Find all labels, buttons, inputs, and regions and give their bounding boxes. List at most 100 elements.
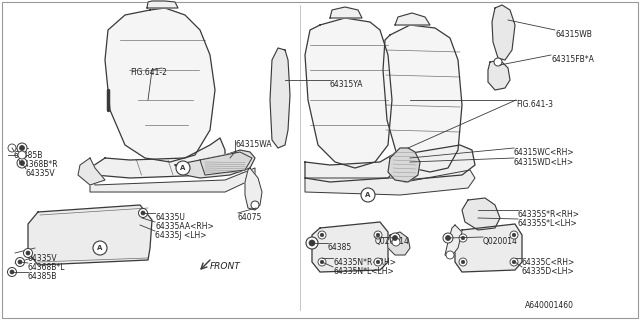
Circle shape (361, 188, 375, 202)
Polygon shape (462, 198, 500, 230)
Circle shape (17, 143, 27, 153)
Text: 64385B: 64385B (28, 272, 58, 281)
Circle shape (10, 270, 14, 274)
Text: Q020014: Q020014 (375, 237, 410, 246)
Circle shape (494, 58, 502, 66)
Circle shape (318, 258, 326, 266)
Circle shape (374, 258, 382, 266)
Polygon shape (90, 138, 225, 178)
Circle shape (26, 251, 30, 255)
Polygon shape (105, 8, 215, 162)
Circle shape (446, 251, 454, 259)
Circle shape (510, 258, 518, 266)
Polygon shape (488, 60, 510, 90)
Polygon shape (270, 48, 290, 148)
Polygon shape (395, 13, 430, 25)
Circle shape (24, 249, 33, 258)
Text: 64315WA: 64315WA (235, 140, 271, 149)
Text: 64315WC<RH>: 64315WC<RH> (514, 148, 575, 157)
Text: 64335AA<RH>: 64335AA<RH> (155, 222, 214, 231)
Circle shape (320, 233, 324, 237)
Text: 64335N*L<LH>: 64335N*L<LH> (333, 267, 394, 276)
Circle shape (392, 238, 400, 246)
Text: 64335V: 64335V (26, 169, 56, 178)
Text: A: A (97, 245, 102, 251)
Circle shape (19, 161, 24, 165)
Text: 64335U: 64335U (155, 213, 185, 222)
Polygon shape (388, 148, 420, 182)
Circle shape (443, 233, 453, 243)
Polygon shape (200, 152, 252, 175)
Polygon shape (305, 170, 475, 195)
Circle shape (19, 146, 24, 150)
Circle shape (141, 211, 145, 215)
Text: 64335C<RH>: 64335C<RH> (522, 258, 575, 267)
Circle shape (251, 201, 259, 209)
Circle shape (18, 260, 22, 264)
Polygon shape (78, 158, 105, 185)
Polygon shape (147, 1, 178, 8)
Text: A640001460: A640001460 (525, 301, 574, 310)
Circle shape (461, 236, 465, 240)
Circle shape (17, 158, 27, 168)
Text: A: A (180, 165, 186, 171)
Circle shape (318, 231, 326, 239)
Text: FIG.641-2: FIG.641-2 (130, 68, 167, 77)
Circle shape (445, 236, 451, 241)
Polygon shape (387, 232, 410, 255)
Text: 64335J <LH>: 64335J <LH> (155, 231, 207, 240)
Text: FRONT: FRONT (210, 262, 241, 271)
Circle shape (15, 258, 24, 267)
Text: 64385: 64385 (328, 243, 352, 252)
Polygon shape (245, 168, 262, 210)
Circle shape (309, 240, 315, 246)
Text: 64368B*L: 64368B*L (28, 263, 65, 272)
Circle shape (392, 236, 397, 241)
Polygon shape (28, 205, 152, 265)
Circle shape (18, 151, 26, 159)
Text: 64075: 64075 (238, 213, 262, 222)
Circle shape (512, 233, 516, 237)
Circle shape (138, 209, 147, 218)
Circle shape (461, 260, 465, 264)
Polygon shape (175, 150, 255, 178)
Text: 64315WB: 64315WB (555, 30, 592, 39)
Circle shape (376, 260, 380, 264)
Circle shape (459, 258, 467, 266)
Text: Q020014: Q020014 (483, 237, 518, 246)
Circle shape (459, 234, 467, 242)
Circle shape (320, 260, 324, 264)
Text: 64315FB*A: 64315FB*A (551, 55, 594, 64)
Polygon shape (400, 145, 475, 180)
Circle shape (512, 260, 516, 264)
Circle shape (306, 237, 318, 249)
Circle shape (376, 233, 380, 237)
Circle shape (510, 231, 518, 239)
Polygon shape (492, 5, 515, 60)
Circle shape (8, 268, 17, 276)
Text: 64335S*R<RH>: 64335S*R<RH> (518, 210, 580, 219)
Polygon shape (383, 25, 462, 172)
Circle shape (93, 241, 107, 255)
Polygon shape (330, 7, 362, 18)
Polygon shape (305, 18, 392, 168)
Text: FIG.641-3: FIG.641-3 (516, 100, 553, 109)
Text: 64335D<LH>: 64335D<LH> (522, 267, 575, 276)
Polygon shape (305, 150, 400, 182)
Circle shape (8, 144, 16, 152)
Text: 64385B: 64385B (14, 151, 44, 160)
Text: 64335V: 64335V (28, 254, 58, 263)
Text: 64315YA: 64315YA (330, 80, 364, 89)
Circle shape (390, 233, 400, 243)
Polygon shape (445, 225, 462, 258)
Text: A: A (365, 192, 371, 198)
Polygon shape (455, 224, 522, 272)
Circle shape (176, 161, 190, 175)
Polygon shape (312, 222, 388, 272)
Text: 64368B*R: 64368B*R (19, 160, 58, 169)
Circle shape (374, 231, 382, 239)
Text: 64335N*R<RH>: 64335N*R<RH> (333, 258, 396, 267)
Text: 64315WD<LH>: 64315WD<LH> (514, 158, 574, 167)
Polygon shape (90, 168, 255, 192)
Text: 64335S*L<LH>: 64335S*L<LH> (518, 219, 578, 228)
